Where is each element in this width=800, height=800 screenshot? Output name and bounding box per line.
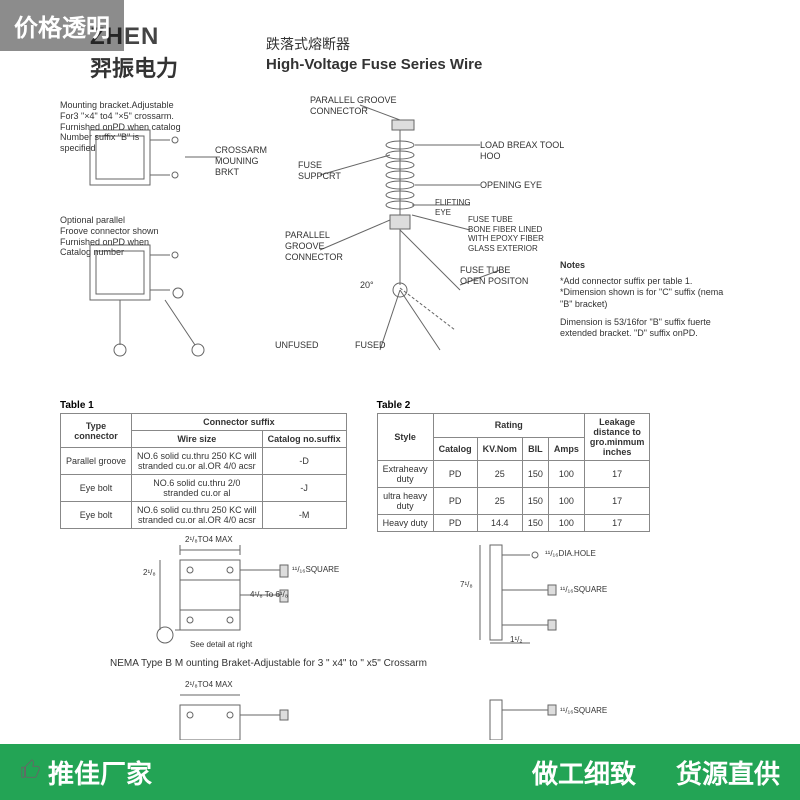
t2-h-style: Style <box>377 414 433 461</box>
t1-h-suffix: Connector suffix <box>132 414 347 431</box>
title-en: High-Voltage Fuse Series Wire <box>266 56 482 73</box>
t2-h-bil: BIL <box>522 437 548 461</box>
table-row: Extraheavy duty PD 25 150 100 17 <box>377 461 650 488</box>
table2-wrap: Table 2 Style Rating Leakage distance to… <box>377 400 651 532</box>
main-diagram: Mounting bracket.Adjustable For3 "×4" to… <box>60 100 740 390</box>
label-fused: FUSED <box>355 340 386 351</box>
drawing-row-1: 2¹/₈TO4 MAX ¹¹/₁₆SQUARE 2¹/₈ 4¹/₈ To 6¹/… <box>60 535 740 655</box>
label-fuse-tube-detail: FUSE TUBE BONE FIBER LINED WITH EPOXY FI… <box>468 215 544 253</box>
label-unfused: UNFUSED <box>275 340 319 351</box>
t2-h-kv: KV.Nom <box>477 437 522 461</box>
dim-h2: 4¹/₈ To 6¹/₈ <box>250 590 288 599</box>
dim-see-detail: See detail at right <box>190 640 252 649</box>
header-title: 跌落式熔断器 High-Voltage Fuse Series Wire <box>266 34 482 73</box>
bottom-factory-label: 推佳厂家 <box>48 754 152 791</box>
t2-h-rating: Rating <box>433 414 584 438</box>
dim-square2: ¹¹/₁₆SQUARE <box>560 585 607 594</box>
table1: Type connector Connector suffix Wire siz… <box>60 413 347 529</box>
dim2-top: 2¹/₈TO4 MAX <box>185 680 233 689</box>
table1-wrap: Table 1 Type connector Connector suffix … <box>60 400 347 532</box>
table-row: ultra heavy duty PD 25 150 100 17 <box>377 488 650 515</box>
bottom-factory: 推佳厂家 <box>20 754 152 791</box>
t2-h-amps: Amps <box>548 437 584 461</box>
notes-title: Notes <box>560 260 730 272</box>
dim-h1: 2¹/₈ <box>143 568 156 577</box>
drawing-row-2: 2¹/₈TO4 MAX ¹¹/₁₆SQUARE <box>60 680 740 740</box>
t2-h-leak: Leakage distance to gro.minmum inches <box>584 414 650 461</box>
notes-line-3: Dimension is 53/16for "B" suffix fuerte … <box>560 317 730 340</box>
t2-h-cat: Catalog <box>433 437 477 461</box>
label-mounting-bracket: Mounting bracket.Adjustable For3 "×4" to… <box>60 100 230 154</box>
notes-line-2: *Dimension shown is for "C" suffix (nema… <box>560 287 730 310</box>
label-flifting-eye: FLIFTING EYE <box>435 198 471 217</box>
t1-h-cat: Catalog no.suffix <box>262 431 346 448</box>
notes-line-1: *Add connector suffix per table 1. <box>560 276 730 288</box>
label-crossarm: CROSSARM MOUNING BRKT <box>215 145 267 177</box>
dim2-square: ¹¹/₁₆SQUARE <box>560 706 607 715</box>
label-fuse-tube-open: FUSE TUBE OPEN POSITON <box>460 265 528 287</box>
tables-row: Table 1 Type connector Connector suffix … <box>60 400 740 532</box>
t1-h-type: Type connector <box>61 414 132 448</box>
label-parallel-groove-top: PARALLEL GROOVE CONNECTOR <box>310 95 397 117</box>
dim-small-h: 1¹/₂ <box>510 635 522 644</box>
top-left-badge: 价格透明 <box>0 0 124 51</box>
title-cn: 跌落式熔断器 <box>266 34 482 54</box>
dim-square: ¹¹/₁₆SQUARE <box>292 565 339 574</box>
nema-caption: NEMA Type B M ounting Braket-Adjustable … <box>110 658 427 669</box>
bottom-craft: 做工细致 <box>532 754 636 791</box>
t1-h-wire: Wire size <box>132 431 263 448</box>
label-opening-eye: OPENING EYE <box>480 180 542 191</box>
label-optional-parallel: Optional parallel Froove connector shown… <box>60 215 220 258</box>
bottom-bar: 推佳厂家 做工细致 货源直供 <box>0 744 800 800</box>
label-fuse-support: FUSE SUPPCRT <box>298 160 341 182</box>
table-row: Eye bolt NO.6 solid cu.thru 250 KC will … <box>61 502 347 529</box>
notes-block: Notes *Add connector suffix per table 1.… <box>560 260 730 340</box>
thumbs-up-icon <box>20 757 42 788</box>
label-angle: 20° <box>360 280 374 291</box>
table1-caption: Table 1 <box>60 400 347 411</box>
dim-dia-hole: ¹¹/₁₆DIA.HOLE <box>545 549 596 558</box>
table-row: Heavy duty PD 14.4 150 100 17 <box>377 515 650 532</box>
table2: Style Rating Leakage distance to gro.min… <box>377 413 651 532</box>
logo-text-cn: 羿振电力 <box>90 51 250 83</box>
header: ZHEN 羿振电力 跌落式熔断器 High-Voltage Fuse Serie… <box>90 18 740 88</box>
label-load-break: LOAD BREAX TOOL HOO <box>480 140 564 162</box>
table-row: Eye bolt NO.6 solid cu.thru 2/0 stranded… <box>61 475 347 502</box>
dim-tall-h: 7¹/₈ <box>460 580 473 589</box>
dim-upper-top: 2¹/₈TO4 MAX <box>185 535 233 544</box>
table-row: Parallel groove NO.6 solid cu.thru 250 K… <box>61 448 347 475</box>
label-parallel-groove-mid: PARALLEL GROOVE CONNECTOR <box>285 230 343 262</box>
table2-caption: Table 2 <box>377 400 651 411</box>
bottom-source: 货源直供 <box>676 754 780 791</box>
